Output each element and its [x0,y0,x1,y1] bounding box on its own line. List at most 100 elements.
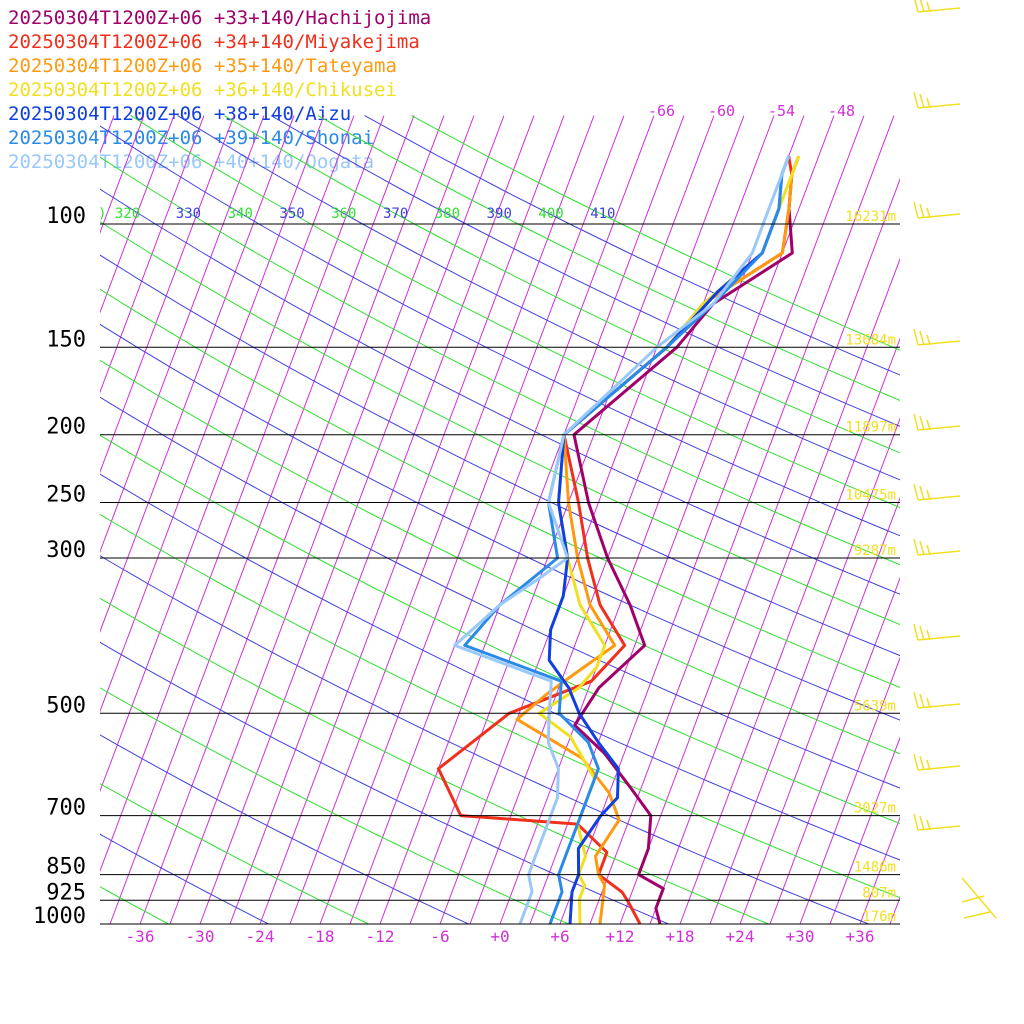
dry-adiabat-line [100,221,900,626]
dry-adiabat-line [100,833,269,925]
height-label: 3027m [854,801,896,817]
height-label: 16231m [845,209,896,225]
temperature-tick-label: +12 [606,927,635,946]
legend-entry-hachijojima: 20250304T1200Z+06 +33+140/Hachijojima [8,7,432,29]
isotherm-line [100,115,385,873]
isotherm-line [649,257,900,925]
dry-adiabat-line [100,597,769,925]
wind-barb [913,538,961,556]
isotherm-line [289,115,595,925]
dry-adiabat-line [100,434,900,825]
wind-barbs [913,0,997,919]
dry-adiabat-line [130,115,900,509]
isobars [100,223,900,925]
isotherm-line [139,115,445,925]
upper-isotherm-label: -66 [648,102,675,120]
pressure-tick-label: 925 [46,880,86,905]
isotherm-line [199,115,505,925]
pressure-tick-label: 150 [46,327,86,352]
series-line-4 [547,155,791,925]
theta-label: 350 [279,206,304,222]
pressure-tick-label: 500 [46,693,86,718]
temperature-tick-label: -12 [366,927,395,946]
wind-barb [914,0,961,13]
theta-label: 330 [176,206,201,222]
isotherm-line [829,736,900,925]
dry-adiabat-line [100,687,569,925]
wind-barb [913,753,961,771]
isotherm-line [169,115,475,925]
series-line-2 [515,155,801,925]
height-label: 11897m [845,420,896,436]
dry-adiabat-line [100,513,900,899]
wind-barb [913,413,961,431]
temperature-tick-label: -6 [430,927,449,946]
series-line-5 [463,155,791,925]
dry-adiabat-line [364,115,900,376]
isotherm-line [679,337,900,925]
theta-label: 400 [538,206,563,222]
isotherm-line [100,115,175,314]
isotherm-line [100,115,325,713]
isotherm-line [319,115,625,925]
series-line-3 [537,155,801,925]
temperature-tick-label: +0 [490,927,509,946]
height-label: 13684m [845,332,896,348]
dry-adiabat-line [100,254,900,657]
pressure-tick-label: 700 [46,796,86,821]
legend-entry-tateyama: 20250304T1200Z+06 +35+140/Tateyama [8,55,397,77]
wind-barb [913,483,961,501]
pressure-tick-label: 300 [46,538,86,563]
theta-label: 380 [435,206,460,222]
dry-adiabat-line [100,359,900,755]
isotherm-line [439,115,745,925]
temperature-tick-label: +30 [786,927,815,946]
dry-adiabat-line [100,734,469,925]
isotherm-line [589,115,895,925]
legend: 20250304T1200Z+06 +33+140/Hachijojima 20… [8,6,431,174]
height-label: 5639m [854,698,896,714]
isotherm-line [100,115,355,793]
dry-adiabat-line [317,115,900,401]
isotherm-line [889,895,900,925]
isotherm-line [950,116,1024,924]
isotherm-line [739,497,900,925]
legend-entry-miyakejima: 20250304T1200Z+06 +34+140/Miyakejima [8,31,420,53]
wind-barb [913,813,961,831]
pressure-tick-label: 850 [46,855,86,880]
isotherm-line [100,115,265,554]
temperature-tick-label: -36 [126,927,155,946]
wind-barb [913,691,961,709]
dry-adiabat-line [100,555,869,925]
wind-barb [961,877,997,919]
series-lines [436,155,801,925]
height-label: 1486m [854,860,896,876]
wind-barb [913,328,961,346]
isotherm-line [259,115,565,925]
isotherm-line [559,115,865,925]
dry-adiabat-line [100,473,900,861]
temperature-tick-label: +18 [666,927,695,946]
isotherm-line [100,115,205,394]
wind-barb [913,623,961,641]
height-label: 807m [862,885,896,901]
dry-adiabat-line [100,396,900,789]
dry-adiabat-line [100,188,900,595]
isotherm-line [799,656,900,925]
dry-adiabat-line [177,115,900,481]
theta-label: 390 [487,206,512,222]
pressure-tick-label: 100 [46,204,86,229]
isotherm-line [769,576,900,925]
legend-entry-aizu: 20250304T1200Z+06 +38+140/Aizu [8,103,352,125]
theta-label: 410 [590,206,615,222]
height-label: 10475m [845,488,896,504]
legend-entry-chikusei: 20250304T1200Z+06 +36+140/Chikusei [8,79,397,101]
isotherm-line [619,177,900,925]
isotherm-line [920,116,1024,924]
theta-label: ) 320 [98,206,140,222]
isotherm-line [0,116,24,924]
temperature-tick-label: -30 [186,927,215,946]
dry-adiabat-line [224,115,900,454]
